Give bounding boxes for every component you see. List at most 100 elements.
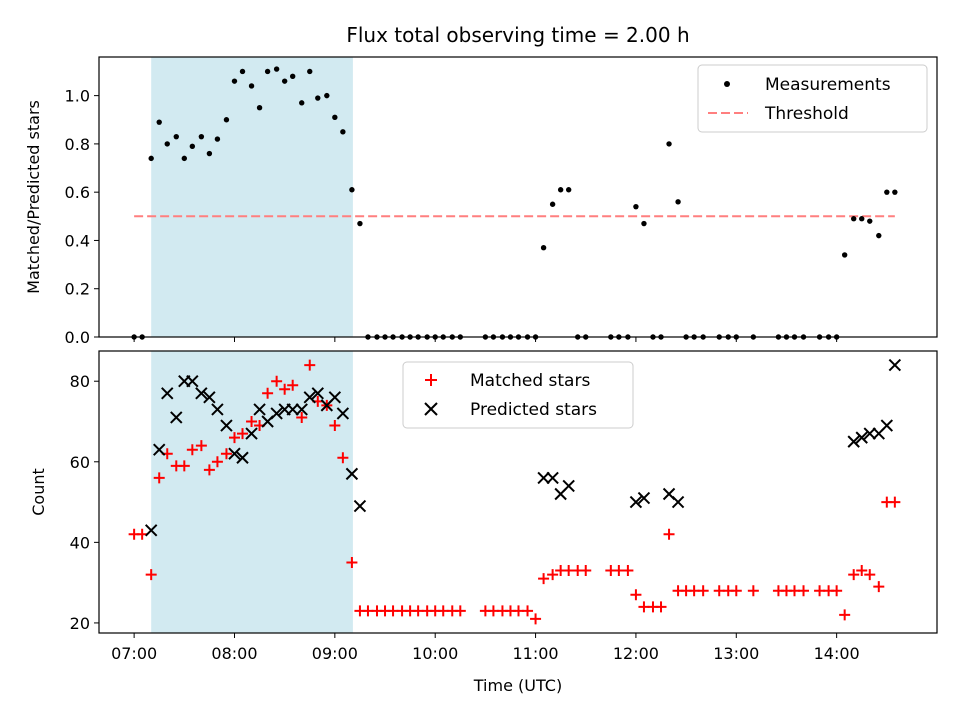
x-tick-label: 09:00 bbox=[312, 644, 358, 663]
x-axis-label: Time (UTC) bbox=[473, 676, 562, 695]
measurement-point bbox=[884, 189, 890, 195]
matched-star-point bbox=[271, 375, 283, 387]
predicted-star-point bbox=[353, 499, 367, 513]
matched-star-point bbox=[304, 359, 316, 371]
predicted-star-point bbox=[220, 419, 233, 432]
legend-label-predicted: Predicted stars bbox=[470, 400, 597, 420]
x-tick-label: 10:00 bbox=[412, 644, 458, 663]
matched-star-point bbox=[262, 387, 274, 399]
measurement-point bbox=[675, 199, 681, 205]
top-y-tick-label: 0.0 bbox=[65, 328, 90, 347]
matched-stars-points bbox=[128, 359, 901, 625]
measurement-point bbox=[198, 133, 205, 140]
matched-star-point bbox=[831, 585, 843, 597]
predicted-stars-points bbox=[144, 358, 902, 537]
matched-star-point bbox=[730, 585, 742, 597]
x-tick-label: 14:00 bbox=[814, 644, 860, 663]
matched-star-point bbox=[145, 569, 157, 581]
predicted-star-point bbox=[236, 451, 249, 464]
matched-star-point bbox=[530, 613, 542, 625]
measurement-point bbox=[332, 114, 338, 121]
predicted-star-point bbox=[161, 387, 174, 400]
top-y-tick-label: 1.0 bbox=[65, 87, 90, 106]
measurement-point bbox=[340, 129, 346, 135]
measurement-point bbox=[324, 92, 330, 99]
bottom-x-ticks: 07:00 08:00 09:00 10:00 11:00 12:00 13:00 14:00 bbox=[111, 633, 860, 663]
measurement-point bbox=[841, 252, 848, 258]
measurement-point bbox=[557, 187, 564, 193]
measurement-point bbox=[307, 68, 313, 75]
matched-star-point bbox=[246, 416, 258, 427]
top-legend: Measurements Threshold bbox=[697, 64, 928, 133]
predicted-star-point bbox=[637, 491, 651, 505]
measurement-point bbox=[239, 68, 246, 75]
predicted-star-point bbox=[537, 471, 550, 485]
legend-marker-measurements bbox=[724, 81, 730, 87]
measurement-point bbox=[892, 189, 898, 195]
measurement-point bbox=[299, 100, 305, 106]
bottom-panel: 20 40 60 80 07:00 08:00 09:00 10:00 11:00 12:00 1… bbox=[29, 350, 938, 695]
measurement-point bbox=[357, 220, 363, 227]
matched-star-point bbox=[655, 601, 667, 613]
matched-star-point bbox=[279, 383, 291, 395]
predicted-star-point bbox=[153, 443, 166, 456]
measurement-point bbox=[181, 155, 188, 162]
top-panel: 0.0 0.2 0.4 0.6 0.8 1.0 Matched/Predicted sta… bbox=[24, 56, 938, 347]
top-y-ticks: 0.0 0.2 0.4 0.6 0.8 1.0 bbox=[65, 87, 99, 347]
matched-star-point bbox=[547, 569, 559, 581]
measurement-point bbox=[248, 83, 255, 89]
matched-star-point bbox=[522, 605, 534, 617]
measurement-point bbox=[148, 155, 154, 162]
top-y-axis-label: Matched/Predicted stars bbox=[24, 100, 43, 294]
measurement-point bbox=[289, 73, 296, 80]
measurement-point bbox=[641, 220, 647, 227]
matched-star-point bbox=[346, 557, 358, 568]
predicted-star-point bbox=[629, 495, 643, 509]
measurement-point bbox=[859, 216, 865, 222]
predicted-star-point bbox=[328, 391, 342, 404]
matched-star-point bbox=[178, 460, 190, 472]
legend-label-matched: Matched stars bbox=[470, 371, 590, 391]
measurement-point bbox=[273, 66, 280, 72]
measurement-point bbox=[315, 95, 321, 101]
predicted-star-point bbox=[144, 524, 158, 537]
predicted-star-point bbox=[847, 435, 860, 448]
top-legend-box bbox=[697, 64, 928, 133]
bottom-y-axis-label: Count bbox=[29, 468, 48, 516]
matched-star-point bbox=[186, 444, 198, 456]
measurement-point bbox=[231, 78, 238, 84]
measurement-point bbox=[206, 150, 213, 157]
bottom-legend: Matched stars Predicted stars bbox=[402, 361, 634, 429]
predicted-star-point bbox=[311, 387, 324, 400]
matched-star-point bbox=[697, 585, 709, 597]
measurement-point bbox=[223, 117, 230, 123]
predicted-star-point bbox=[228, 447, 241, 460]
measurement-point bbox=[867, 218, 873, 224]
matched-star-point bbox=[622, 565, 634, 577]
measurement-point bbox=[851, 216, 857, 222]
matched-star-point bbox=[220, 448, 232, 460]
predicted-star-point bbox=[211, 403, 224, 416]
bottom-legend-box bbox=[402, 361, 634, 429]
matched-star-point bbox=[747, 585, 759, 597]
measurement-point bbox=[164, 141, 170, 147]
matched-star-point bbox=[798, 585, 810, 597]
bottom-y-tick-label: 80 bbox=[70, 372, 90, 391]
bottom-y-tick-label: 40 bbox=[70, 533, 90, 552]
measurement-point bbox=[256, 104, 263, 111]
measurement-point bbox=[666, 141, 672, 147]
predicted-star-point bbox=[286, 403, 299, 416]
matched-star-point bbox=[287, 379, 299, 391]
predicted-star-point bbox=[170, 411, 183, 424]
x-tick-label: 07:00 bbox=[111, 644, 157, 663]
matched-star-point bbox=[195, 440, 207, 452]
measurement-point bbox=[540, 244, 547, 251]
top-y-tick-label: 0.8 bbox=[65, 135, 90, 154]
measurement-point bbox=[565, 187, 572, 193]
observing-span-top bbox=[151, 57, 353, 337]
bottom-y-ticks: 20 40 60 80 bbox=[70, 372, 99, 633]
predicted-star-point bbox=[295, 403, 308, 416]
predicted-star-point bbox=[671, 495, 685, 509]
predicted-star-point bbox=[863, 427, 876, 440]
